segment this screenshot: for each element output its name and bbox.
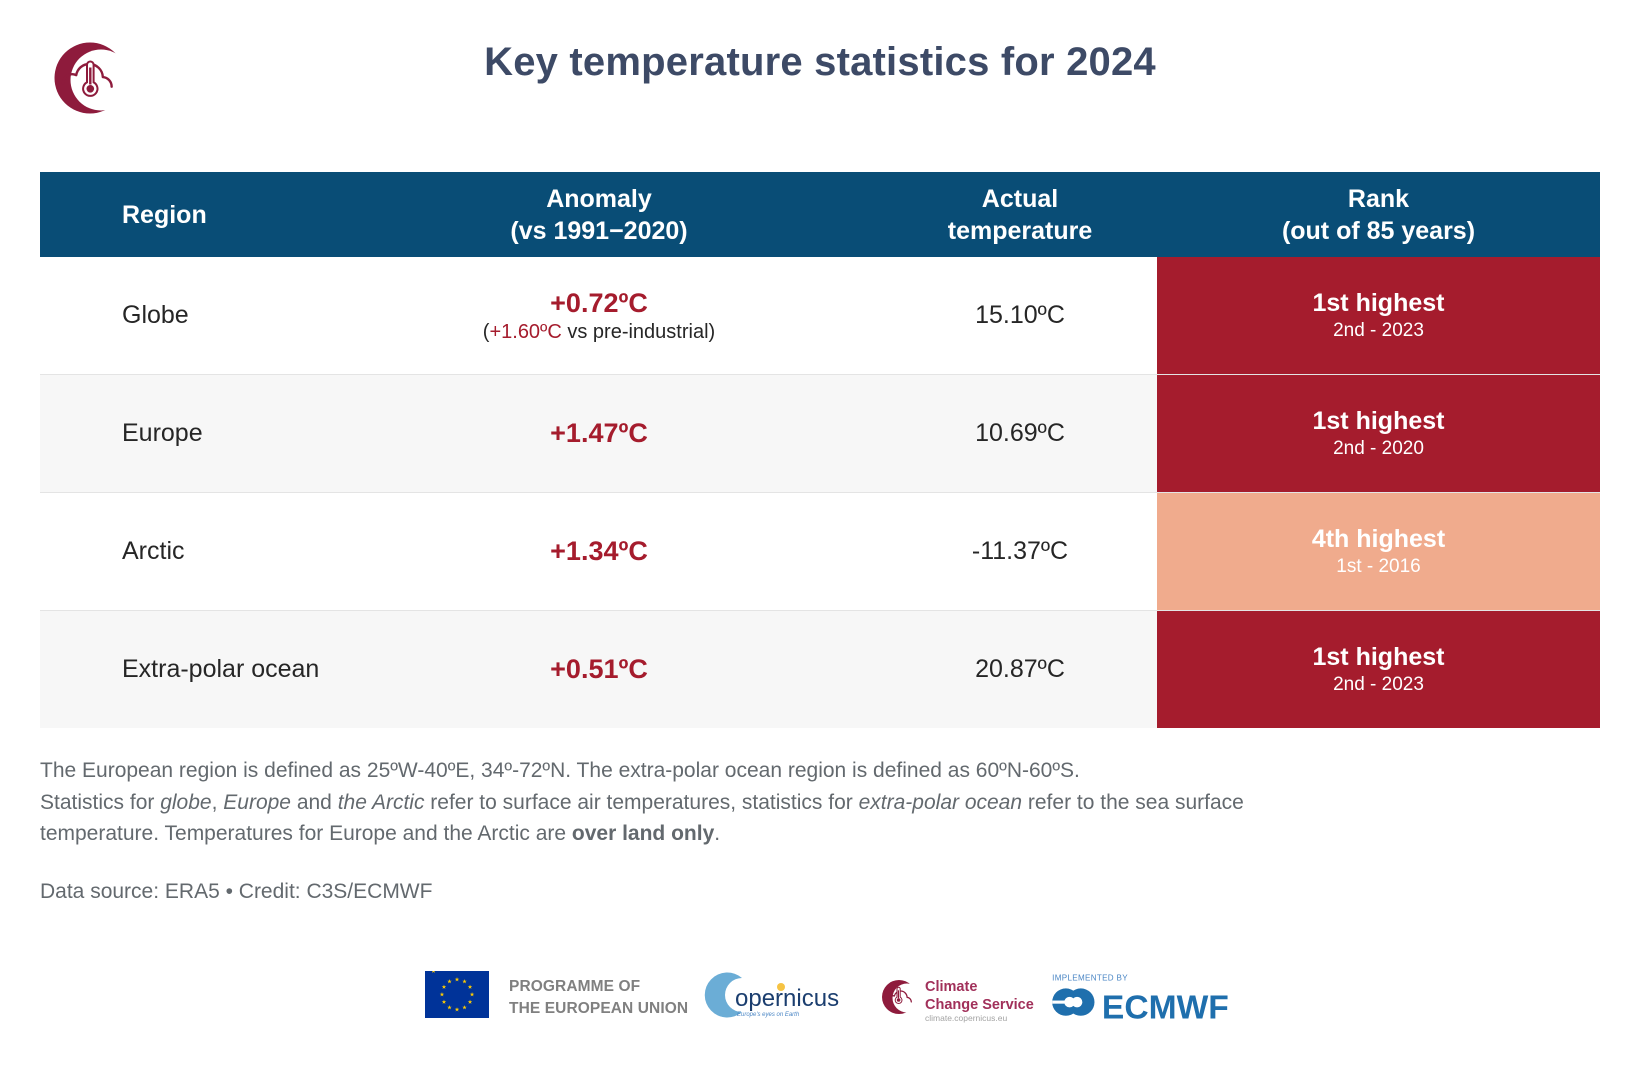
svg-text:IMPLEMENTED BY: IMPLEMENTED BY [1052, 973, 1128, 982]
svg-text:Climate: Climate [925, 979, 977, 995]
svg-text:Europe's eyes on Earth: Europe's eyes on Earth [737, 1012, 800, 1018]
svg-text:ECMWF: ECMWF [1102, 989, 1229, 1026]
svg-text:opernicus: opernicus [735, 985, 839, 1012]
svg-text:climate.copernicus.eu: climate.copernicus.eu [925, 1013, 1007, 1023]
svg-text:Change Service: Change Service [925, 997, 1034, 1013]
